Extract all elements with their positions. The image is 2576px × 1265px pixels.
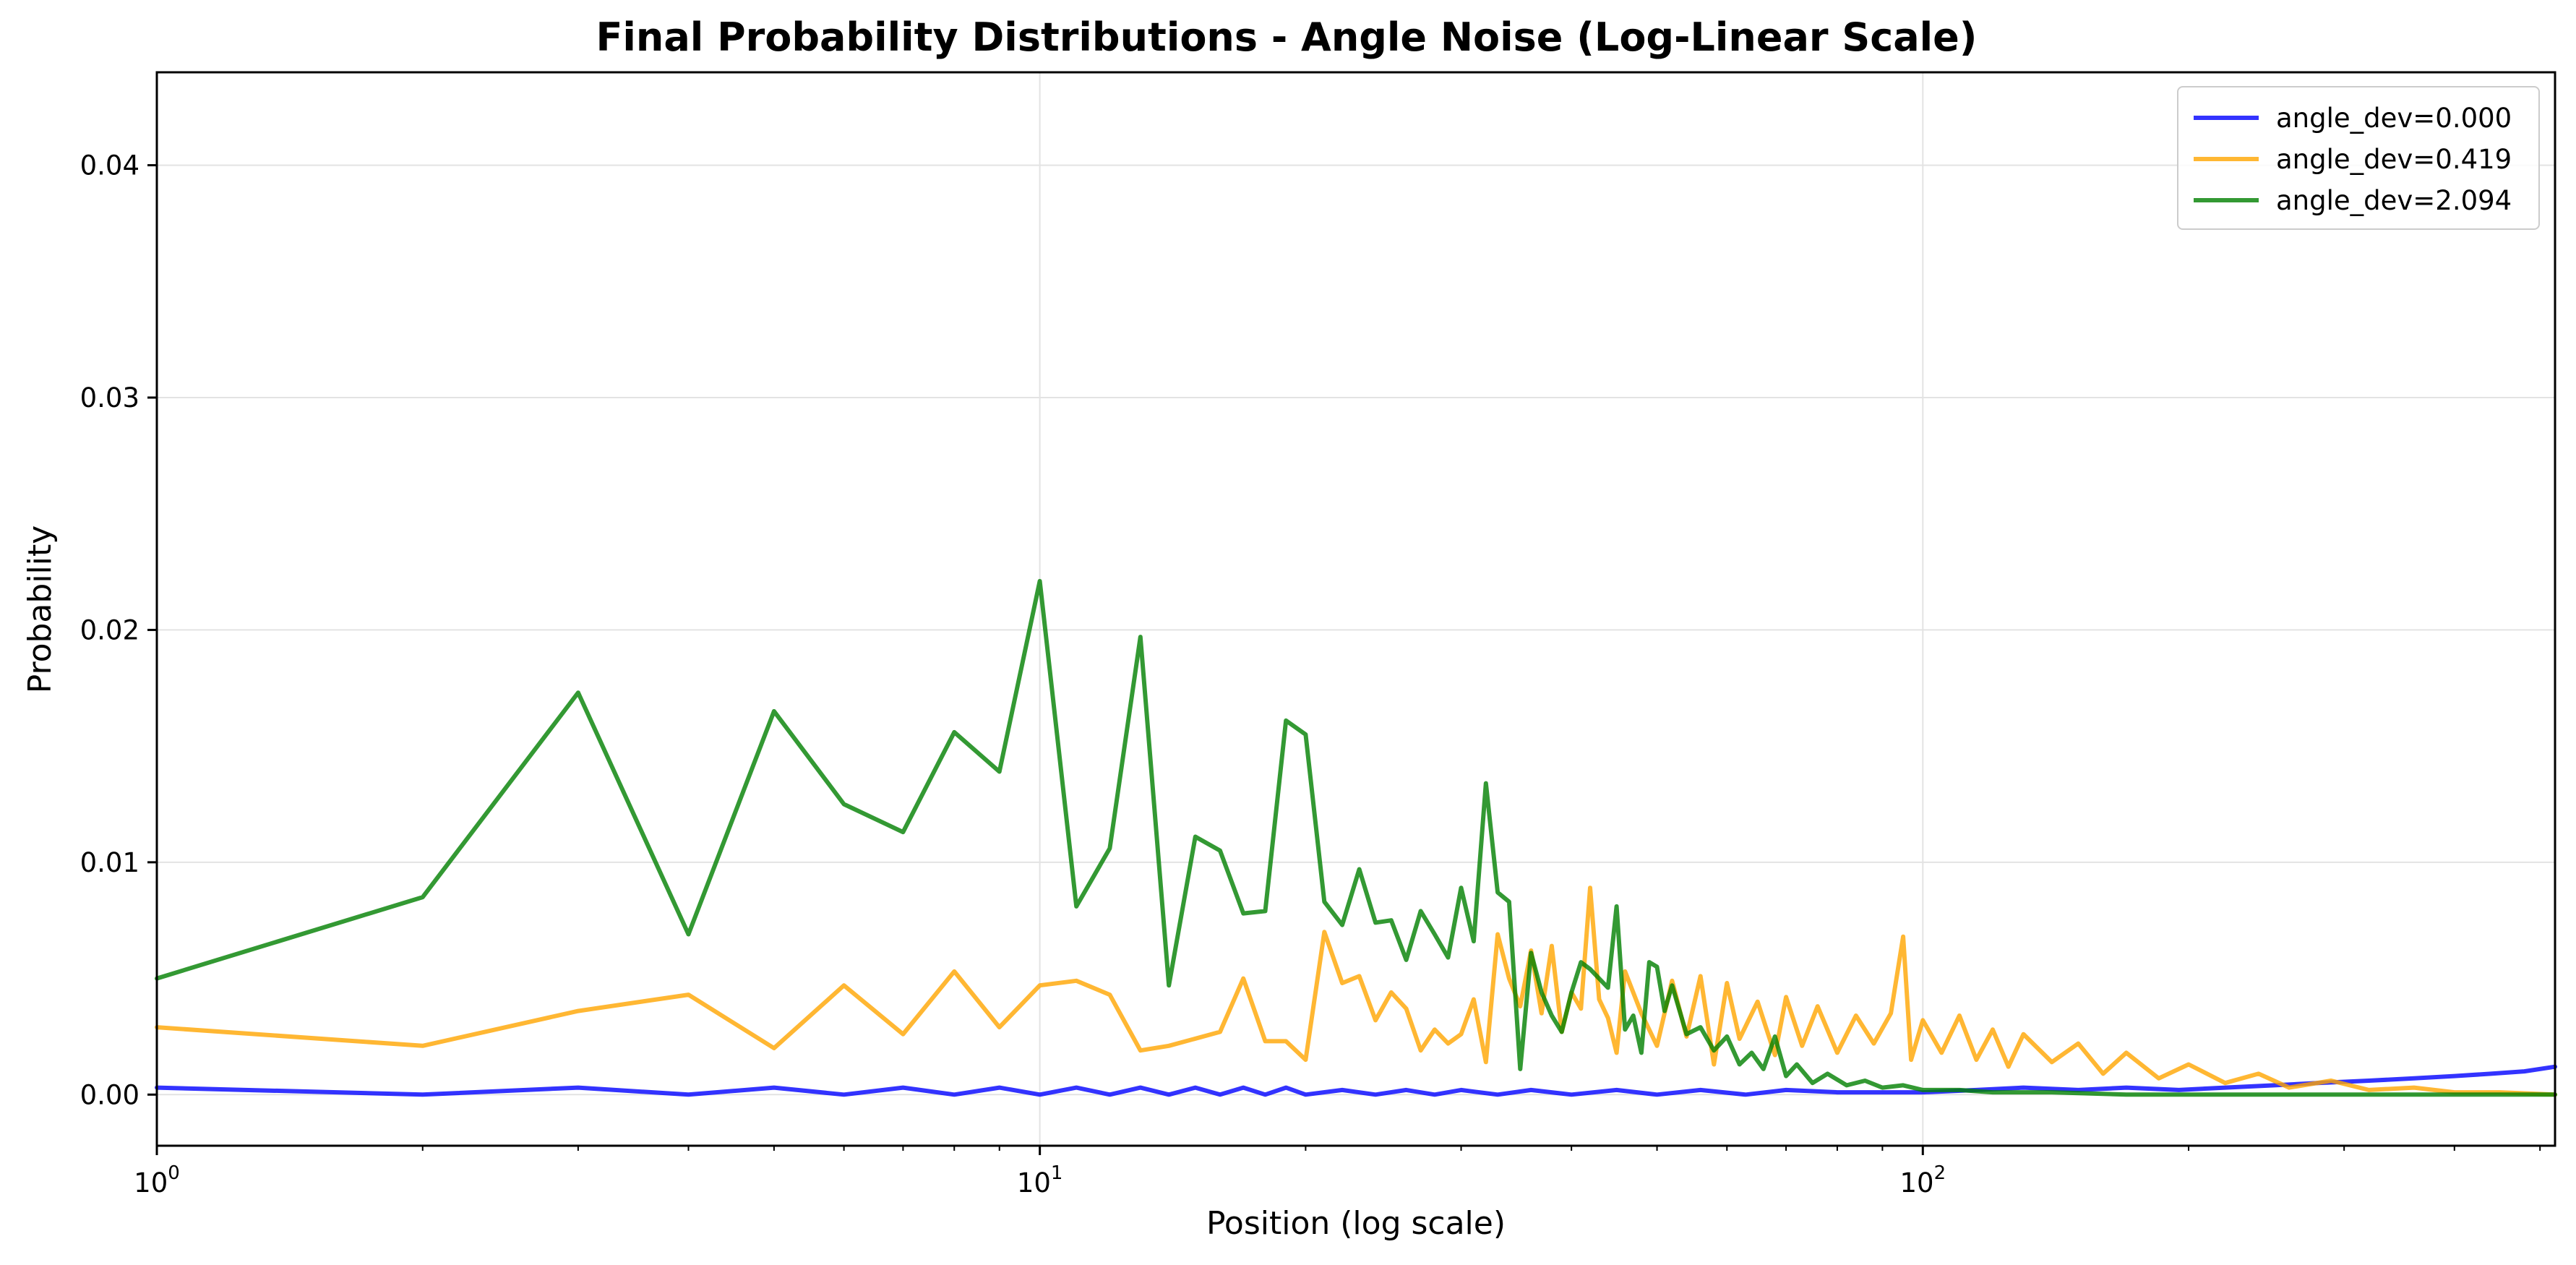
y-tick-label: 0.02 [80,614,139,646]
legend: angle_dev=0.000 angle_dev=0.419 angle_dev=… [2177,86,2540,230]
grid-lines [156,72,2555,1146]
y-axis-label: Probability [22,526,59,694]
y-tick-label: 0.03 [80,382,139,413]
y-tick-label: 0.00 [80,1079,139,1110]
y-tick-label: 0.04 [80,150,139,181]
legend-box [2177,86,2540,230]
y-tick-label: 0.01 [80,847,139,878]
legend-label-1: angle_dev=0.000 [2276,103,2512,134]
plot-frame [155,71,2556,1147]
chart-title: Final Probability Distributions - Angle … [596,14,1978,60]
series-line-3 [155,578,2557,1097]
legend-label-3: angle_dev=2.094 [2276,185,2512,216]
y-axis-ticks: 0.00 0.01 0.02 0.03 0.04 [80,150,157,1110]
legend-label-2: angle_dev=0.419 [2276,144,2512,175]
series-line-1 [155,1064,2557,1097]
series-group [155,578,2557,1097]
series-line-2 [155,886,2557,1097]
x-axis-label: Position (log scale) [1206,1205,1506,1242]
